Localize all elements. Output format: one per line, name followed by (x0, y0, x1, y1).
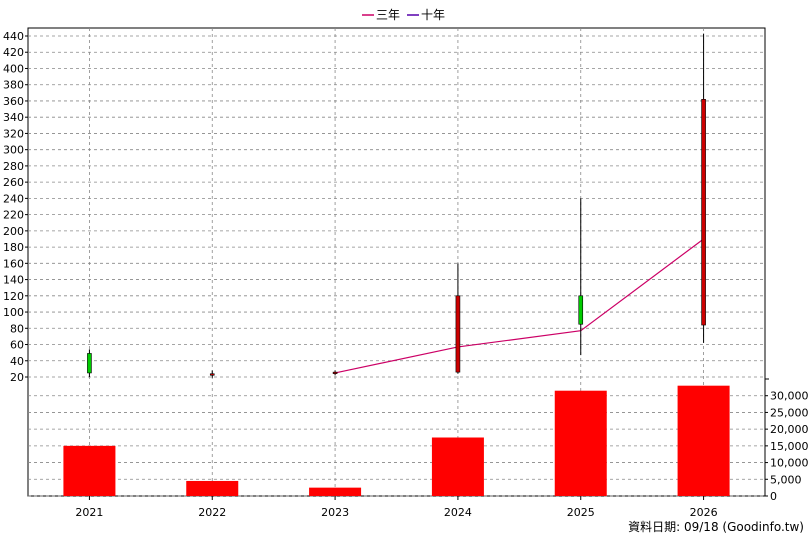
volume-tick-label: 0 (770, 490, 777, 503)
price-tick-label: 380 (3, 79, 24, 92)
candle-body (209, 373, 215, 376)
x-tick-label: 2021 (75, 506, 103, 519)
volume-tick-label: 5,000 (770, 473, 802, 486)
volume-bars (63, 385, 730, 496)
price-tick-label: 240 (3, 192, 24, 205)
x-tick-label: 2023 (321, 506, 349, 519)
candle-body (332, 371, 338, 374)
volume-bar (63, 445, 116, 496)
price-tick-label: 420 (3, 46, 24, 59)
volume-bar (677, 385, 730, 496)
price-tick-label: 280 (3, 160, 24, 173)
candle-body (87, 353, 92, 374)
volume-bar (431, 437, 484, 496)
price-tick-label: 360 (3, 95, 24, 108)
price-tick-label: 160 (3, 257, 24, 270)
volume-tick-label: 20,000 (770, 423, 808, 436)
volume-tick-label: 30,000 (770, 390, 808, 403)
legend: 三年 十年 (362, 8, 445, 22)
legend-label-10y: 十年 (421, 8, 445, 22)
price-tick-label: 320 (3, 127, 24, 140)
price-tick-label: 40 (10, 355, 24, 368)
x-tick-label: 2024 (444, 506, 472, 519)
axes: 20 40 60 80 100 120 140 160 180 200 220 240 260 280 30… (3, 30, 808, 519)
x-tick-label: 2026 (690, 506, 718, 519)
price-tick-label: 200 (3, 225, 24, 238)
series-line-3y (334, 238, 704, 374)
volume-tick-label: 25,000 (770, 406, 808, 419)
candle-body (701, 99, 706, 326)
price-tick-label: 120 (3, 290, 24, 303)
x-tick-label: 2022 (198, 506, 226, 519)
volume-bar (554, 390, 607, 496)
x-tick-label: 2025 (567, 506, 595, 519)
price-tick-label: 400 (3, 62, 24, 75)
price-tick-label: 300 (3, 144, 24, 157)
plot-frame (27, 27, 766, 497)
candle-body (455, 295, 461, 373)
price-tick-label: 260 (3, 176, 24, 189)
candle-body (578, 295, 584, 325)
moving-average-lines (334, 238, 704, 374)
price-tick-label: 340 (3, 111, 24, 124)
grid (27, 27, 769, 497)
price-tick-label: 220 (3, 209, 24, 222)
candlesticks (87, 33, 706, 378)
price-tick-label: 140 (3, 274, 24, 287)
volume-tick-label: 15,000 (770, 440, 808, 453)
price-tick-label: 100 (3, 306, 24, 319)
volume-bar (309, 487, 362, 496)
price-tick-label: 440 (3, 30, 24, 43)
price-tick-label: 60 (10, 339, 24, 352)
legend-label-3y: 三年 (376, 8, 400, 22)
price-tick-label: 20 (10, 371, 24, 384)
data-date-credit: 資料日期: 09/18 (Goodinfo.tw) (628, 520, 804, 534)
price-tick-label: 180 (3, 241, 24, 254)
price-tick-label: 80 (10, 322, 24, 335)
volume-bar (186, 480, 239, 496)
volume-tick-label: 10,000 (770, 457, 808, 470)
